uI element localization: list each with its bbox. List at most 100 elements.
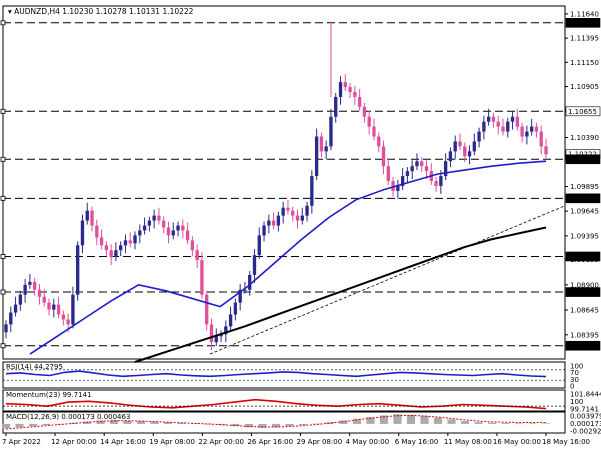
candle-body bbox=[281, 207, 285, 216]
candle-body bbox=[80, 220, 85, 246]
candle-body bbox=[334, 96, 338, 117]
candle-body bbox=[386, 166, 390, 182]
macd-bar bbox=[28, 423, 38, 427]
candle-body bbox=[219, 334, 223, 337]
candle-body bbox=[123, 240, 128, 246]
candle-body bbox=[252, 255, 257, 275]
candle-body bbox=[276, 215, 281, 226]
candle-body bbox=[147, 220, 152, 226]
candle-body bbox=[33, 281, 37, 290]
candle-body bbox=[47, 302, 51, 310]
candle-body bbox=[228, 314, 233, 327]
price-tick-label: 1.11640 bbox=[570, 10, 599, 18]
macd-bar bbox=[474, 422, 483, 424]
candle-body bbox=[181, 225, 185, 231]
price-label: 1.11550 bbox=[568, 19, 597, 27]
candle-body bbox=[28, 281, 32, 285]
macd-bar bbox=[96, 420, 105, 424]
macd-bar bbox=[312, 423, 321, 425]
candle-body bbox=[424, 166, 429, 172]
price-tick-label: 1.08900 bbox=[570, 281, 599, 289]
candle-body bbox=[463, 146, 467, 157]
macd-bar bbox=[420, 415, 429, 424]
candle-body bbox=[300, 215, 304, 221]
macd-bar bbox=[501, 423, 510, 424]
candle-body bbox=[515, 116, 519, 127]
candle-body bbox=[18, 294, 23, 305]
candle-body bbox=[405, 171, 410, 177]
macd-bar bbox=[339, 420, 348, 424]
candle-body bbox=[162, 220, 166, 228]
macd-signal-line bbox=[5, 414, 546, 430]
candle-body bbox=[443, 161, 448, 177]
macd-bar bbox=[433, 417, 443, 424]
macd-bar bbox=[82, 421, 92, 424]
time-tick-label: 12 Apr 00:00 bbox=[51, 438, 97, 446]
price-label-box bbox=[565, 287, 601, 297]
macd-bar bbox=[541, 423, 551, 424]
macd-bar bbox=[42, 423, 51, 426]
candle-body bbox=[185, 230, 190, 241]
candle-body bbox=[267, 220, 271, 226]
level-handle bbox=[0, 195, 6, 201]
candle-body bbox=[176, 225, 180, 231]
candle-body bbox=[171, 230, 175, 236]
trend-lines bbox=[29, 160, 566, 363]
price-label-box bbox=[565, 251, 601, 262]
candle-body bbox=[190, 240, 195, 251]
candle-body bbox=[472, 141, 476, 152]
macd-bar bbox=[204, 423, 213, 425]
candle-body bbox=[372, 126, 376, 137]
macd-bar bbox=[136, 421, 146, 424]
price-label: 1.08827 bbox=[568, 289, 597, 297]
candle-body bbox=[367, 116, 371, 127]
candle-body bbox=[200, 260, 204, 295]
macd-bar bbox=[528, 423, 537, 424]
candle-body bbox=[90, 210, 94, 226]
candle-body bbox=[224, 326, 228, 335]
macd-bar bbox=[298, 423, 308, 426]
price-tick-label: 1.09395 bbox=[570, 232, 599, 240]
price-tick-label: 1.11150 bbox=[570, 59, 599, 67]
candle-body bbox=[381, 146, 386, 167]
ma-slow-line bbox=[134, 226, 547, 363]
macd-bar bbox=[460, 421, 470, 424]
level-handle bbox=[0, 20, 6, 26]
chart-header: ▾ AUDNZD,H4 1.10230 1.10278 1.10131 1.10… bbox=[8, 7, 194, 16]
candle-body bbox=[271, 220, 276, 226]
candle-body bbox=[23, 284, 27, 295]
candle-body bbox=[291, 210, 295, 216]
time-tick-label: 11 May 08:00 bbox=[444, 438, 492, 446]
candle-body bbox=[104, 245, 109, 251]
candle-body bbox=[99, 237, 104, 246]
candle-body bbox=[248, 274, 252, 290]
candle-body bbox=[286, 207, 290, 211]
time-tick-label: 14 Apr 16:00 bbox=[100, 438, 146, 446]
candle-body bbox=[400, 176, 405, 186]
candle-body bbox=[238, 289, 242, 303]
macd-bar bbox=[1, 423, 11, 429]
momentum-label: Momentum(23) 99.7141 bbox=[6, 391, 91, 399]
time-tick-label: 6 May 16:00 bbox=[395, 438, 439, 446]
candle-body bbox=[295, 215, 300, 221]
macd-bar bbox=[271, 423, 281, 428]
candle-body bbox=[338, 82, 343, 97]
candle-body bbox=[439, 176, 443, 186]
macd-bar bbox=[15, 423, 24, 428]
price-label: 1.09187 bbox=[568, 253, 597, 261]
candles bbox=[4, 22, 548, 351]
macd-bar bbox=[285, 423, 294, 427]
candle-body bbox=[114, 250, 118, 258]
rsi-tick: 70 bbox=[570, 369, 579, 377]
horizontal-levels bbox=[0, 20, 565, 349]
macd-tick: 0.003979 bbox=[570, 413, 601, 421]
candle-body bbox=[257, 235, 261, 256]
candle-body bbox=[477, 131, 481, 142]
candle-body bbox=[343, 82, 347, 88]
candle-body bbox=[305, 205, 309, 216]
candle-body bbox=[205, 294, 209, 325]
time-tick-label: 29 Apr 08:00 bbox=[297, 438, 343, 446]
